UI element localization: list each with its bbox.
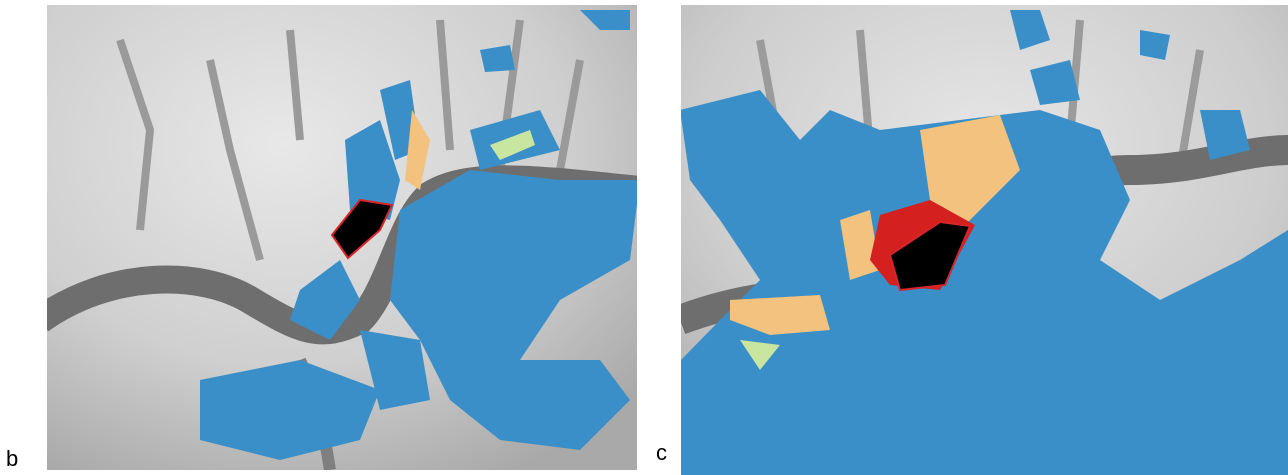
panel-label: b	[6, 446, 18, 471]
figure: b c	[0, 0, 1288, 475]
map-panel-b	[40, 5, 640, 470]
map-panel-c	[680, 5, 1288, 475]
panel-label: c	[656, 440, 667, 465]
